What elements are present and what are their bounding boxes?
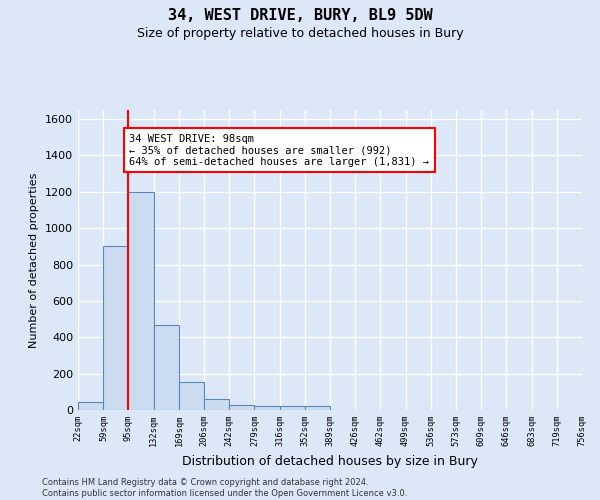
X-axis label: Distribution of detached houses by size in Bury: Distribution of detached houses by size … bbox=[182, 454, 478, 468]
Bar bbox=[128, 192, 154, 410]
Bar bbox=[205, 399, 229, 410]
Bar bbox=[154, 324, 179, 410]
Text: Contains HM Land Registry data © Crown copyright and database right 2024.
Contai: Contains HM Land Registry data © Crown c… bbox=[42, 478, 407, 498]
Text: 34, WEST DRIVE, BURY, BL9 5DW: 34, WEST DRIVE, BURY, BL9 5DW bbox=[167, 8, 433, 22]
Bar bbox=[254, 406, 280, 410]
Text: Size of property relative to detached houses in Bury: Size of property relative to detached ho… bbox=[137, 28, 463, 40]
Bar bbox=[179, 382, 205, 410]
Bar bbox=[305, 406, 330, 410]
Bar bbox=[78, 402, 103, 410]
Bar bbox=[229, 404, 254, 410]
Y-axis label: Number of detached properties: Number of detached properties bbox=[29, 172, 40, 348]
Text: 34 WEST DRIVE: 98sqm
← 35% of detached houses are smaller (992)
64% of semi-deta: 34 WEST DRIVE: 98sqm ← 35% of detached h… bbox=[130, 134, 430, 167]
Bar bbox=[280, 406, 305, 410]
Bar bbox=[103, 246, 128, 410]
